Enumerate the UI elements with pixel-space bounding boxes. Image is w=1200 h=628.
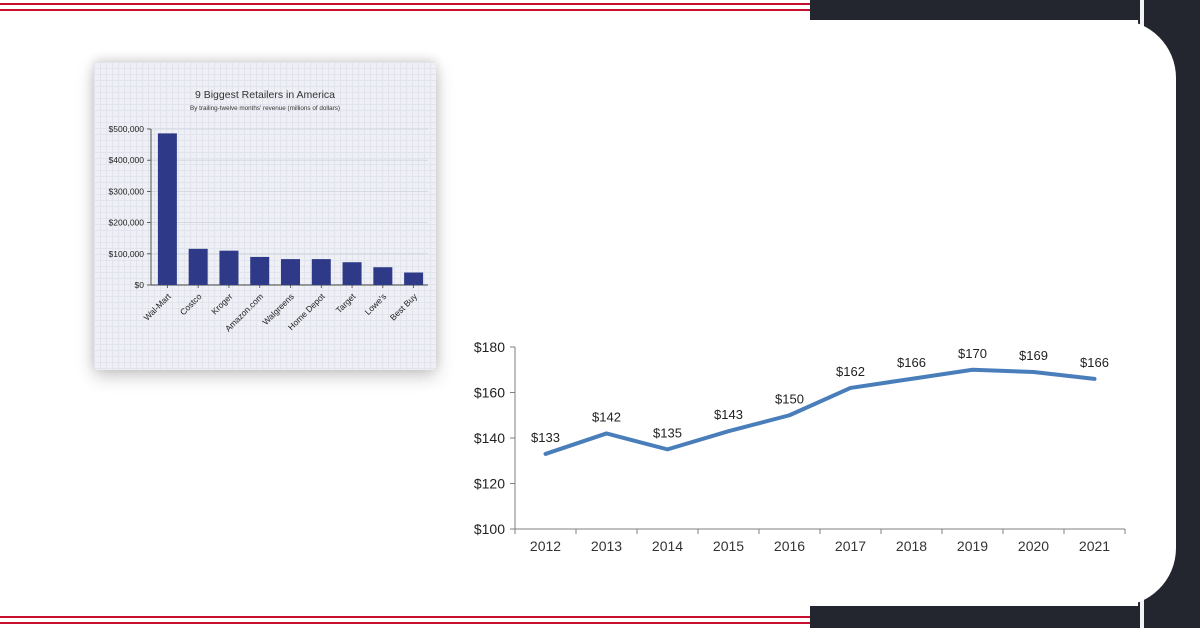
line-data-label: $166 xyxy=(897,355,926,370)
line-y-tick-label: $180 xyxy=(474,339,505,355)
line-data-label: $142 xyxy=(592,409,621,424)
line-x-tick-label: 2018 xyxy=(896,538,927,554)
bar-lowe-s xyxy=(373,267,393,285)
bottom-stripe-1 xyxy=(0,616,810,618)
bar-x-tick-label: Wal-Mart xyxy=(142,291,174,323)
bar-y-tick-label: $200,000 xyxy=(109,218,145,228)
line-data-label: $166 xyxy=(1080,355,1109,370)
line-y-tick-label: $140 xyxy=(474,430,505,446)
line-x-tick-label: 2012 xyxy=(530,538,561,554)
line-data-label: $135 xyxy=(653,425,682,440)
line-x-tick-label: 2016 xyxy=(774,538,805,554)
bar-x-tick-label: Best Buy xyxy=(388,291,420,323)
bar-target xyxy=(342,262,362,285)
bar-chart-panel: 9 Biggest Retailers in America By traili… xyxy=(94,62,436,370)
line-data-label: $133 xyxy=(531,430,560,445)
line-series xyxy=(543,367,1097,456)
bar-y-tick-label: $0 xyxy=(135,280,145,290)
line-x-tick-label: 2021 xyxy=(1079,538,1110,554)
bar-kroger xyxy=(219,250,239,285)
line-data-label: $162 xyxy=(836,364,865,379)
line-x-tick-label: 2019 xyxy=(957,538,988,554)
top-stripe-1 xyxy=(0,3,810,5)
line-x-tick-label: 2015 xyxy=(713,538,744,554)
bar-x-tick-label: Target xyxy=(334,291,358,315)
line-x-tick-label: 2013 xyxy=(591,538,622,554)
bar-x-tick-label: Kroger xyxy=(209,291,234,316)
line-y-tick-label: $100 xyxy=(474,521,505,537)
top-stripe-2 xyxy=(0,9,810,11)
bar-y-tick-label: $300,000 xyxy=(109,186,145,196)
line-data-label: $169 xyxy=(1019,348,1048,363)
bar-chart-title: 9 Biggest Retailers in America xyxy=(195,89,335,101)
bar-chart: 9 Biggest Retailers in America By traili… xyxy=(109,89,428,333)
bar-y-tick-label: $100,000 xyxy=(109,249,145,259)
bar-walgreens xyxy=(281,259,300,285)
line-x-tick-label: 2020 xyxy=(1018,538,1049,554)
line-data-label: $150 xyxy=(775,391,804,406)
bar-chart-subtitle: By trailing-twelve months' revenue (mill… xyxy=(190,105,340,112)
line-data-label: $143 xyxy=(714,407,743,422)
bar-x-tick-label: Lowe's xyxy=(363,291,389,317)
line-x-tick-label: 2014 xyxy=(652,538,683,554)
bar-x-tick-label: Costco xyxy=(178,291,204,317)
line-y-tick-label: $160 xyxy=(474,385,505,401)
dark-band-bottom xyxy=(810,606,1140,628)
bar-y-tick-label: $500,000 xyxy=(109,124,145,134)
bar-best-buy xyxy=(404,272,424,285)
bottom-stripe-2 xyxy=(0,622,810,624)
bar-wal-mart xyxy=(157,133,177,285)
bar-amazon-com xyxy=(250,256,270,285)
dark-band-top xyxy=(810,0,1140,20)
bar-y-tick-label: $400,000 xyxy=(109,155,145,165)
line-y-tick-label: $120 xyxy=(474,476,505,492)
line-chart: $100 $120 $140 $160 $180 2012 2013 2014 2015 2016… xyxy=(474,339,1126,554)
bar-costco xyxy=(188,248,208,285)
bar-home-depot xyxy=(311,259,331,285)
line-x-tick-label: 2017 xyxy=(835,538,866,554)
line-data-label: $170 xyxy=(958,346,987,361)
